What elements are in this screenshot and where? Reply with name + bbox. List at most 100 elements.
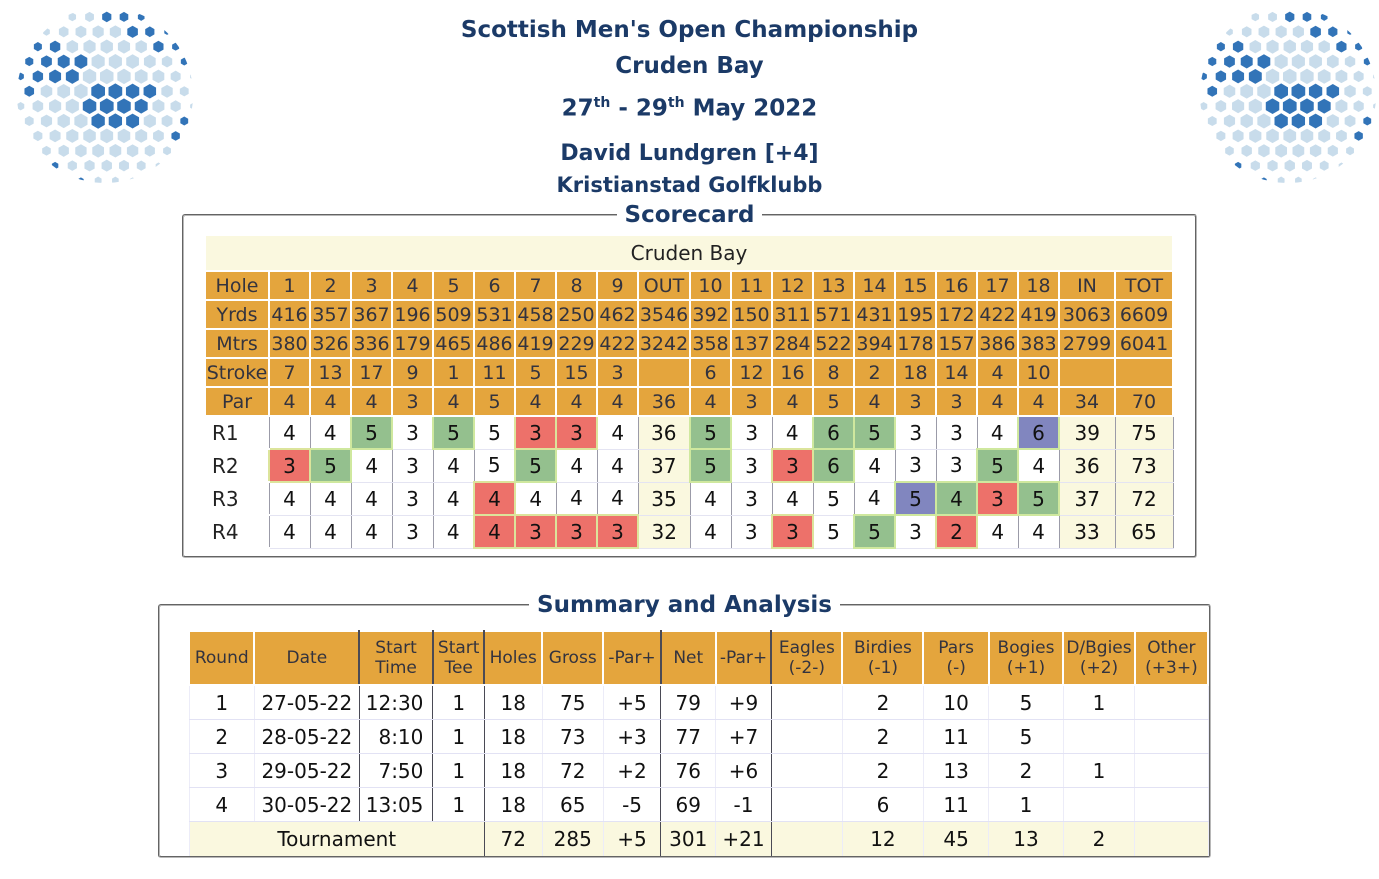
score-cell: 5 bbox=[812, 481, 855, 516]
yrds-row: Yrds 416 357 367 196 509 531 458 250 462 3546 392 15… bbox=[204, 299, 1174, 330]
golf-ball-dimple bbox=[42, 145, 51, 156]
par-cell: 5 bbox=[473, 386, 516, 417]
scorecard-legend: Scorecard bbox=[624, 202, 755, 228]
summary-cell: 12:30 bbox=[358, 685, 434, 720]
summary-cell: 79 bbox=[660, 685, 717, 720]
score-cell: 5 bbox=[689, 415, 732, 450]
golf-ball-dimple bbox=[83, 39, 96, 54]
golf-ball-dimple bbox=[108, 54, 122, 70]
scorecard-table: Cruden Bay Hole 1 2 3 4 5 6 7 8 9 OUT 10 11 12 13 14 15 16… bbox=[204, 234, 1174, 549]
summary-header-cell: Net bbox=[659, 630, 717, 686]
golf-ball-dimple bbox=[1335, 99, 1348, 114]
score-cell: 35 bbox=[637, 481, 691, 516]
score-cell: 4 bbox=[935, 481, 978, 516]
golf-ball-dimple bbox=[1335, 69, 1348, 84]
mtrs-cell: 394 bbox=[853, 328, 896, 359]
stroke-cell: 13 bbox=[309, 357, 352, 388]
summary-cell: 11 bbox=[922, 787, 990, 822]
golf-ball-dimple bbox=[1274, 54, 1288, 70]
golf-ball-dimple bbox=[1300, 68, 1314, 85]
stroke-cell: 4 bbox=[976, 357, 1019, 388]
summary-cell: 1 bbox=[1062, 685, 1136, 720]
summary-header-cell: D/Bgies (+2) bbox=[1062, 630, 1136, 686]
mtrs-cell: 326 bbox=[309, 328, 352, 359]
summary-cell: 2 bbox=[841, 753, 924, 788]
mtrs-cell: 157 bbox=[935, 328, 978, 359]
golf-ball-dimple bbox=[24, 116, 34, 127]
golf-ball-dimple bbox=[49, 40, 61, 53]
yrds-cell: 3063 bbox=[1058, 299, 1116, 330]
hole-cell: 18 bbox=[1017, 270, 1060, 301]
golf-ball-dimple bbox=[68, 12, 77, 22]
golf-ball-dimple bbox=[1248, 68, 1262, 84]
score-cell: 4 bbox=[268, 481, 311, 516]
summary-cell: 18 bbox=[483, 787, 543, 822]
score-cell: 4 bbox=[432, 448, 475, 483]
par-cell: 4 bbox=[771, 386, 814, 417]
summary-cell: 6 bbox=[841, 787, 924, 822]
summary-cell bbox=[1134, 753, 1209, 788]
golf-ball-dimple bbox=[1223, 114, 1236, 128]
score-cell: 4 bbox=[555, 448, 598, 483]
yrds-cell: 392 bbox=[689, 299, 732, 330]
mtrs-cell: 486 bbox=[473, 328, 516, 359]
golf-ball-dimple bbox=[1240, 113, 1253, 129]
golf-ball-dimple bbox=[1309, 54, 1322, 69]
tournament-total-cell: 72 bbox=[483, 821, 543, 856]
golf-ball-dimple bbox=[1300, 98, 1314, 114]
stroke-cell: 14 bbox=[935, 357, 978, 388]
golf-ball-dimple bbox=[1241, 26, 1252, 38]
golf-ball-dimple bbox=[94, 176, 102, 184]
summary-header-cell: Birdies (-1) bbox=[841, 630, 925, 686]
golf-ball-dimple bbox=[144, 144, 155, 157]
score-cell: 2 bbox=[935, 514, 978, 549]
golf-ball-dimple bbox=[1344, 114, 1356, 128]
score-cell: 4 bbox=[555, 481, 598, 516]
golf-ball-dimple bbox=[49, 129, 61, 143]
golf-ball-dimple bbox=[17, 101, 25, 111]
date-part: - bbox=[610, 95, 636, 122]
golf-ball-dimple bbox=[25, 56, 34, 67]
tournament-total-cell: +21 bbox=[715, 821, 772, 856]
mtrs-cell: 358 bbox=[689, 328, 732, 359]
golf-ball-dimple bbox=[1283, 128, 1297, 144]
player-name: David Lundgren [+4] bbox=[560, 140, 819, 166]
summary-cell: 77 bbox=[660, 719, 717, 754]
course-name-cell: Cruden Bay bbox=[204, 234, 1174, 272]
mtrs-cell: 419 bbox=[514, 328, 557, 359]
summary-row: 3 29-05-22 7:50 1 18 72 +2 76 +6 2 13 2 1 bbox=[188, 753, 1209, 788]
golf-ball-dimple bbox=[1363, 116, 1372, 126]
summary-cell: 1 bbox=[988, 787, 1064, 822]
golf-ball-dimple bbox=[66, 40, 79, 54]
summary-cell: 1 bbox=[432, 787, 485, 822]
golf-ball-dimple bbox=[1344, 55, 1356, 68]
hole-cell: 14 bbox=[853, 270, 896, 301]
golf-ball-dimple bbox=[1310, 25, 1321, 38]
hole-cell: 5 bbox=[432, 270, 475, 301]
mtrs-cell: 3242 bbox=[637, 328, 691, 359]
golf-ball-dimple bbox=[57, 54, 70, 69]
par-cell: 4 bbox=[432, 386, 475, 417]
golf-ball-dimple bbox=[33, 41, 42, 52]
summary-cell: +3 bbox=[602, 719, 662, 754]
scorecard-section: Scorecard Cruden Bay Hole 1 2 3 4 5 6 7 8 9 OUT 10 11… bbox=[182, 202, 1197, 558]
golf-ball-dimple bbox=[126, 113, 140, 129]
golf-ball-dimple bbox=[1274, 113, 1288, 129]
golf-ball-dimple bbox=[179, 86, 189, 97]
golf-ball-dimple bbox=[1292, 144, 1305, 158]
mtrs-cell: 284 bbox=[771, 328, 814, 359]
golf-ball-dimple bbox=[163, 146, 171, 156]
hole-cell: 16 bbox=[935, 270, 978, 301]
hole-cell: 9 bbox=[596, 270, 639, 301]
summary-header-cell: Date bbox=[253, 630, 361, 686]
summary-cell: 13 bbox=[922, 753, 990, 788]
stroke-cell: 12 bbox=[730, 357, 773, 388]
summary-cell: 28-05-22 bbox=[253, 719, 360, 754]
mtrs-cell: 465 bbox=[432, 328, 475, 359]
score-cell: 33 bbox=[1058, 514, 1116, 549]
score-cell: 3 bbox=[514, 415, 557, 450]
golf-ball-dimple bbox=[1216, 130, 1226, 142]
round-label: R4 bbox=[204, 514, 270, 549]
score-cell: 4 bbox=[350, 481, 393, 516]
summary-header-cell: Pars (-) bbox=[922, 630, 990, 686]
